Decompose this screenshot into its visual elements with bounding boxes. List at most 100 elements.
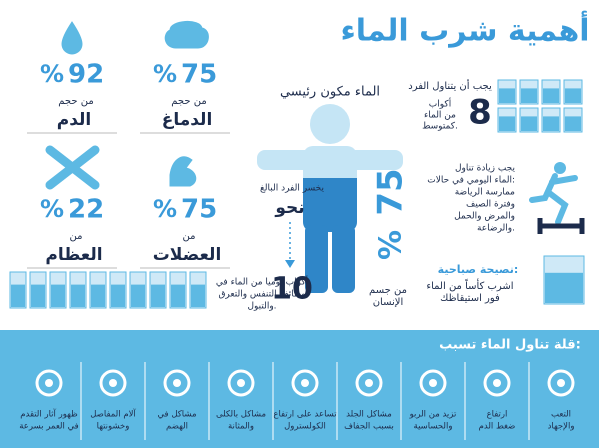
effect-label: والمثانة — [228, 422, 254, 432]
loss-text: والتبول. — [247, 302, 276, 312]
stat-number: 22 — [68, 195, 104, 225]
effect-icon — [419, 369, 447, 397]
effect-label: الكولسترول — [284, 422, 326, 432]
glass-water — [11, 284, 25, 307]
stat-unit: % — [40, 60, 64, 88]
loss-number: 10 — [271, 272, 313, 307]
effect-icon — [35, 369, 63, 397]
stat-number: 75 — [181, 195, 217, 225]
effect-icon — [483, 369, 511, 397]
effect-label: ظهور آثار التقدم — [20, 408, 78, 420]
glass-water — [499, 88, 515, 103]
glass-water — [565, 116, 581, 131]
glass-water — [131, 284, 145, 307]
glass-water — [91, 284, 105, 307]
effect-icon — [355, 369, 383, 397]
stat-unit: % — [153, 195, 177, 223]
stat-number: 92 — [68, 60, 104, 90]
stat-label: الدم — [57, 110, 92, 130]
loss-heading: يخسر الفرد البالغ — [260, 184, 325, 194]
effect-label: في العمر بسرعة — [19, 422, 78, 432]
glass-water — [543, 116, 559, 131]
intake-text: أكواب — [429, 98, 451, 110]
stat-label: العظام — [45, 245, 102, 265]
dumbbell — [537, 218, 585, 234]
stat-number: 75 — [181, 60, 217, 90]
stat-prefix: من — [183, 231, 196, 242]
effect-label: ضغط الدم — [479, 422, 516, 432]
stat-icon — [169, 156, 197, 187]
body-caption: الماء مكون رئيسي — [280, 85, 380, 100]
effect-icon — [163, 369, 191, 397]
effect-icon-dot — [45, 379, 53, 387]
tip-text: اشرب كأساً من الماء — [426, 278, 513, 292]
effect-label: مشاكل بالكلى — [216, 410, 266, 420]
increase-text: وفترة الصيف — [466, 200, 515, 210]
glass-water — [521, 88, 537, 103]
effect-icon-dot — [173, 379, 181, 387]
loss-text: وظائف التنفس والتعرق — [218, 290, 305, 300]
effect-label: والحساسية — [414, 422, 453, 432]
effect-label: التعب — [551, 410, 571, 420]
stat-icon — [45, 145, 100, 190]
glass-water — [499, 116, 515, 131]
effect-label: تزيد من الربو — [409, 410, 457, 420]
glass-water — [521, 116, 537, 131]
loss-approx: نحو — [274, 198, 304, 218]
effect-icon-dot — [429, 379, 437, 387]
stat-icon — [61, 21, 83, 55]
glass-water — [543, 88, 559, 103]
glass-water — [191, 284, 205, 307]
glass-water — [171, 284, 185, 307]
effect-icon — [547, 369, 575, 397]
tip-text: فور استيقاظك — [440, 293, 500, 304]
body-figure — [257, 104, 403, 293]
effect-label: آلام المفاصل — [90, 408, 136, 420]
stat-prefix: من حجم — [171, 96, 206, 107]
glass-water — [31, 284, 45, 307]
intake-number: 8 — [468, 93, 492, 133]
body-unit: % — [374, 230, 409, 260]
title: أهمية شرب الماء — [340, 11, 589, 49]
effect-icon — [99, 369, 127, 397]
effect-icon-dot — [493, 379, 501, 387]
effect-icon — [227, 369, 255, 397]
effect-icon-dot — [557, 379, 565, 387]
effect-icon-dot — [301, 379, 309, 387]
runner — [529, 173, 578, 225]
effect-icon — [291, 369, 319, 397]
body-number: 75 — [371, 168, 411, 215]
glass-water — [71, 284, 85, 307]
body-label: الإنسان — [373, 297, 404, 308]
effect-icon-dot — [237, 379, 245, 387]
loss-text: أكواب يوميا من الماء في — [216, 276, 308, 288]
increase-text: الماء اليومي في حالات: — [427, 176, 515, 186]
increase-text: ممارسة الرياضة — [455, 188, 515, 198]
stat-prefix: من — [70, 231, 83, 242]
glass-water — [545, 272, 583, 303]
effect-label: مشاكل في — [157, 410, 196, 420]
stat-prefix: من حجم — [58, 96, 93, 107]
glass-water — [151, 284, 165, 307]
intake-text: كمتوسط. — [422, 122, 458, 132]
effect-icon-dot — [109, 379, 117, 387]
stat-unit: % — [40, 195, 64, 223]
stat-unit: % — [153, 60, 177, 88]
stat-label: الدماغ — [162, 110, 213, 130]
stat-label: العضلات — [153, 245, 222, 265]
arrow-head — [285, 260, 295, 268]
increase-text: والمرض والحمل — [454, 212, 515, 222]
effect-label: الهضم — [166, 422, 188, 432]
effect-icon-dot — [365, 379, 373, 387]
body-label: من جسم — [369, 285, 407, 296]
intake-text: من الماء — [424, 111, 456, 121]
effect-label: بسبب الجفاف — [344, 422, 394, 432]
tip-heading: نصيحة صباحية: — [438, 263, 519, 276]
increase-text: والرضاعة. — [477, 224, 515, 234]
effects-heading: قلة تناول الماء تسبب: — [439, 338, 581, 353]
effect-label: وخشونتها — [97, 422, 130, 432]
effect-label: تساعد على ارتفاع — [273, 410, 337, 420]
glass-water — [111, 284, 125, 307]
glass-water — [565, 88, 581, 103]
